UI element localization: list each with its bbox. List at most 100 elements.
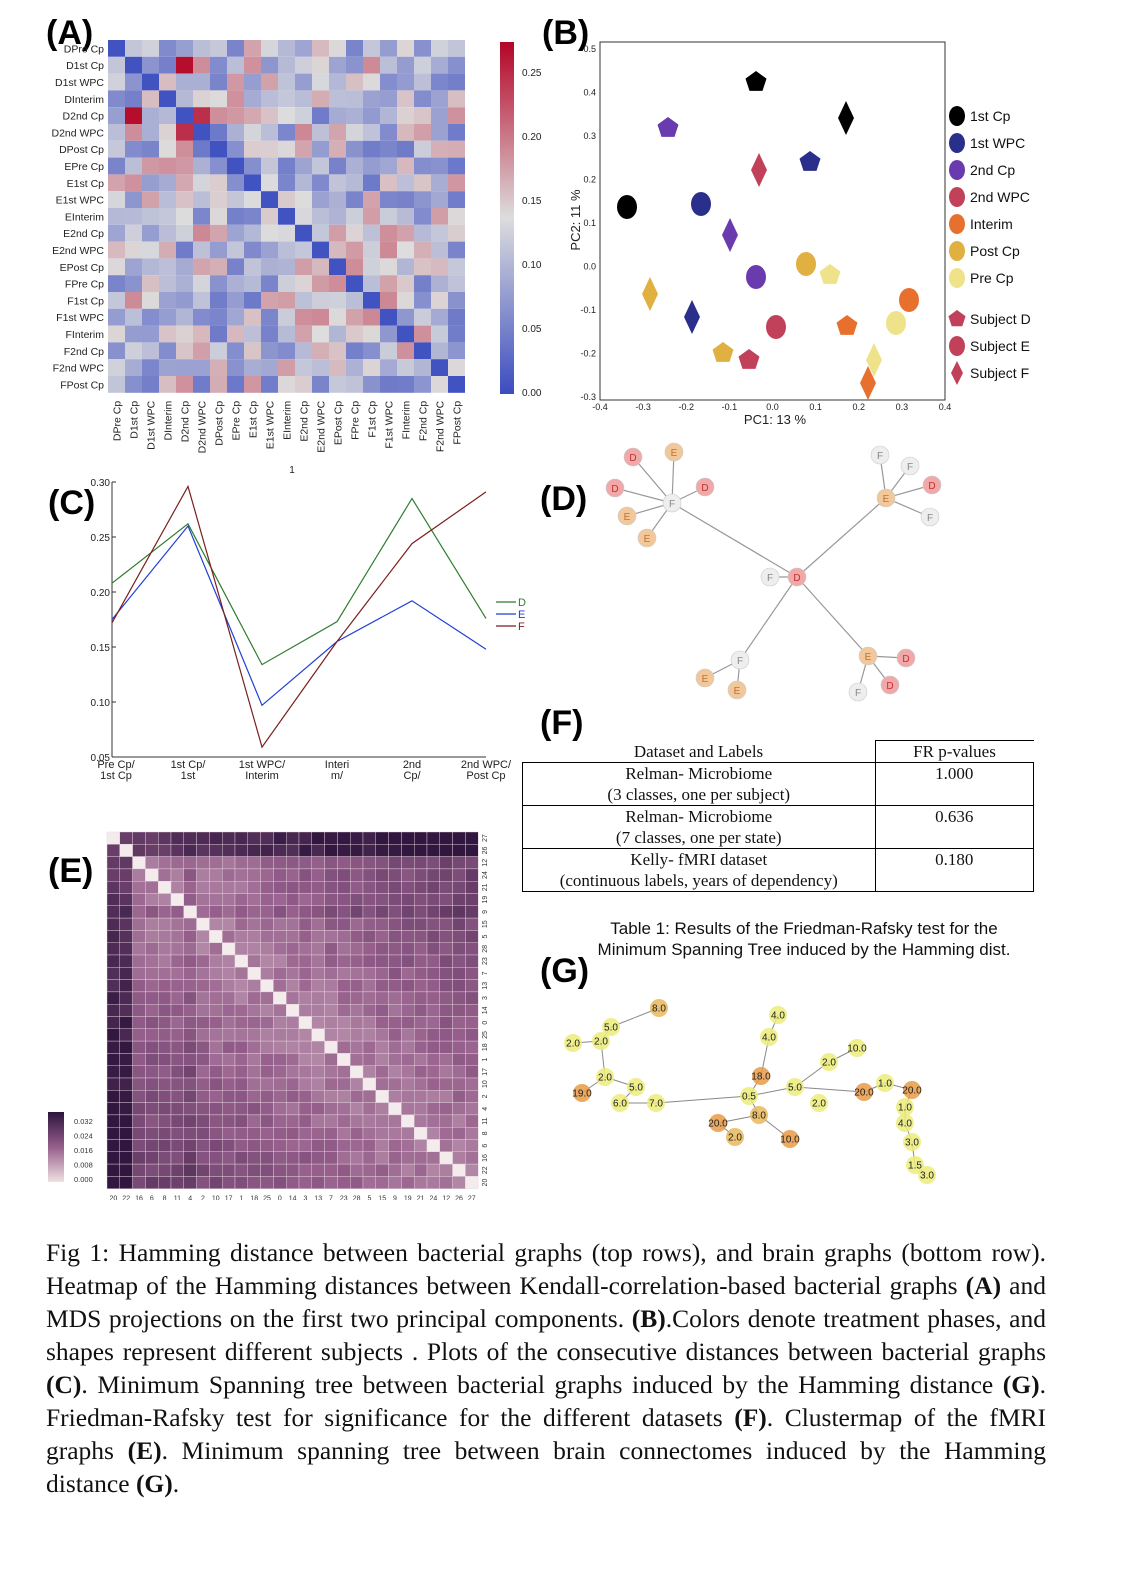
- heatmap-cell: [244, 140, 261, 158]
- heatmap-cell: [414, 292, 431, 309]
- heatmap-cell: [176, 342, 193, 360]
- clustermap-cell: [337, 1176, 351, 1189]
- heatmap-cell: [397, 174, 414, 192]
- heatmap-cell: [125, 275, 142, 292]
- clustermap-cell: [350, 930, 364, 943]
- clustermap-cell: [119, 893, 133, 907]
- clustermap-cell: [260, 954, 274, 968]
- clustermap-cell: [157, 893, 172, 907]
- clustermap-cell: [337, 1163, 351, 1177]
- heatmap-cell: [363, 292, 380, 309]
- heatmap-cell: [329, 191, 346, 208]
- clustermap-cell: [221, 1090, 236, 1103]
- clustermap-cell: [362, 1139, 377, 1153]
- heatmap-cell: [329, 308, 346, 326]
- legend-label: D: [518, 597, 526, 609]
- clustermap-cell: [183, 1040, 197, 1054]
- clustermap-cell: [183, 1127, 197, 1140]
- clustermap-cell: [145, 1053, 159, 1066]
- clustermap-cell: [401, 881, 415, 894]
- clustermap-cell: [298, 1127, 313, 1140]
- clustermap-cell: [209, 1127, 223, 1140]
- scatter-point: [886, 311, 906, 335]
- clustermap-cell: [350, 1114, 364, 1128]
- heatmap-cell: [431, 292, 448, 309]
- heatmap-cell: [108, 224, 125, 242]
- clustermap-cell: [452, 893, 466, 907]
- row-label: EInterim: [65, 211, 104, 223]
- heatmap-cell: [142, 40, 159, 57]
- heatmap-cell: [142, 208, 159, 225]
- heatmap-cell: [261, 56, 278, 74]
- heatmap-cell: [210, 292, 227, 309]
- figure-caption: Fig 1: Hamming distance between bacteria…: [46, 1238, 1046, 1498]
- tree-edge: [614, 487, 673, 504]
- heatmap-cell: [346, 107, 363, 124]
- clustermap-cell: [401, 917, 415, 931]
- y-tick: 2: [482, 1094, 489, 1098]
- clustermap-cell: [119, 1016, 133, 1030]
- clustermap-cell: [273, 1114, 287, 1128]
- heatmap-cell: [210, 208, 227, 225]
- clustermap-cell: [170, 1090, 185, 1103]
- heatmap-cell: [329, 73, 346, 91]
- clustermap-cell: [362, 1065, 377, 1079]
- clustermap-cell: [145, 1176, 159, 1189]
- x-tick: 3: [303, 1196, 307, 1200]
- tree-node: [876, 488, 896, 508]
- heatmap-cell: [363, 140, 380, 158]
- row-label: E1st WPC: [56, 195, 105, 207]
- clustermap-cell: [145, 1028, 159, 1042]
- clustermap-cell: [388, 1139, 402, 1153]
- y-tick: 24: [482, 871, 489, 879]
- x-tick: 6: [150, 1196, 154, 1200]
- heatmap-cell: [193, 325, 210, 343]
- clustermap-cell: [260, 917, 274, 931]
- clustermap-cell: [426, 1139, 441, 1153]
- clustermap-cell: [145, 1065, 159, 1079]
- heatmap-cell: [125, 376, 142, 393]
- x-tick: -0.2: [678, 402, 694, 412]
- clustermap-cell: [106, 905, 121, 919]
- heatmap-cell: [329, 140, 346, 158]
- clustermap-cell: [145, 1003, 159, 1017]
- clustermap-cell: [465, 991, 479, 1005]
- clustermap-cell: [170, 1016, 185, 1030]
- clustermap-cell: [106, 1139, 121, 1153]
- clustermap-cell: [234, 954, 249, 968]
- heatmap-cell: [193, 73, 210, 91]
- heatmap-cell: [448, 292, 465, 309]
- x-tick: Interi: [325, 759, 349, 771]
- col-label: E1st Cp: [248, 401, 260, 439]
- clustermap-cell: [285, 942, 300, 956]
- clustermap-cell: [362, 831, 377, 845]
- clustermap-cell: [145, 1163, 159, 1177]
- clustermap-cell: [337, 868, 351, 882]
- heatmap-cell: [431, 40, 448, 57]
- clustermap-cell: [221, 893, 236, 907]
- clustermap-cell: [170, 1163, 185, 1177]
- clustermap-cell: [465, 954, 479, 968]
- clustermap-cell: [401, 991, 415, 1005]
- clustermap-cell: [388, 917, 402, 931]
- dataset-name: Kelly- fMRI dataset: [630, 850, 768, 869]
- clustermap-cell: [273, 967, 287, 980]
- clustermap-cell: [132, 1151, 146, 1165]
- node-label: F: [855, 688, 861, 699]
- clustermap-cell: [285, 1127, 300, 1140]
- tree-node: [695, 477, 715, 497]
- heatmap-cell: [448, 56, 465, 74]
- heatmap-cell: [380, 73, 397, 91]
- heatmap-cell: [159, 308, 176, 326]
- heatmap-cell: [176, 308, 193, 326]
- clustermap-cell: [209, 930, 223, 943]
- clustermap-cell: [209, 1065, 223, 1079]
- heatmap-cell: [176, 241, 193, 259]
- y-tick: 0.30: [91, 478, 111, 489]
- clustermap-cell: [388, 1077, 402, 1091]
- clustermap-cell: [119, 1139, 133, 1153]
- heatmap-cell: [159, 157, 176, 175]
- clustermap-cell: [311, 844, 325, 857]
- heatmap-cell: [312, 275, 329, 292]
- y-tick: 19: [482, 896, 489, 904]
